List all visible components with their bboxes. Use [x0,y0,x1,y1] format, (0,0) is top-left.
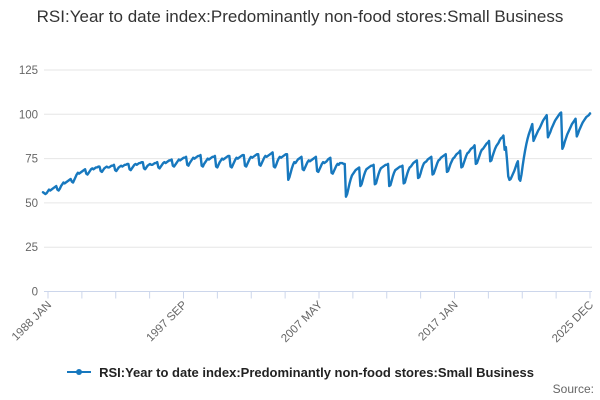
y-axis-tick-label: 0 [32,287,38,299]
x-axis-tick-label: 2025 DEC [550,299,596,345]
legend: RSI:Year to date index:Predominantly non… [0,362,600,382]
legend-item-label[interactable]: RSI:Year to date index:Predominantly non… [99,364,534,380]
y-axis-tick-label: 100 [19,109,38,121]
x-axis-tick-label: 1997 SEP [145,299,190,344]
source-label: Source: [552,382,594,396]
series-line[interactable] [41,111,592,198]
chart-title: RSI:Year to date index:Predominantly non… [36,7,564,26]
y-axis-tick-label: 25 [25,242,38,254]
y-axis-tick-label: 75 [25,154,38,166]
x-axis-tick-label: 2007 MAY [279,299,325,345]
y-axis-tick-label: 50 [25,198,38,210]
x-axis-tick-label: 2017 JAN [416,299,460,343]
x-axis-tick-label: 1988 JAN [10,299,54,343]
y-axis-tick-label: 125 [19,65,38,77]
legend-marker-icon [66,367,92,377]
